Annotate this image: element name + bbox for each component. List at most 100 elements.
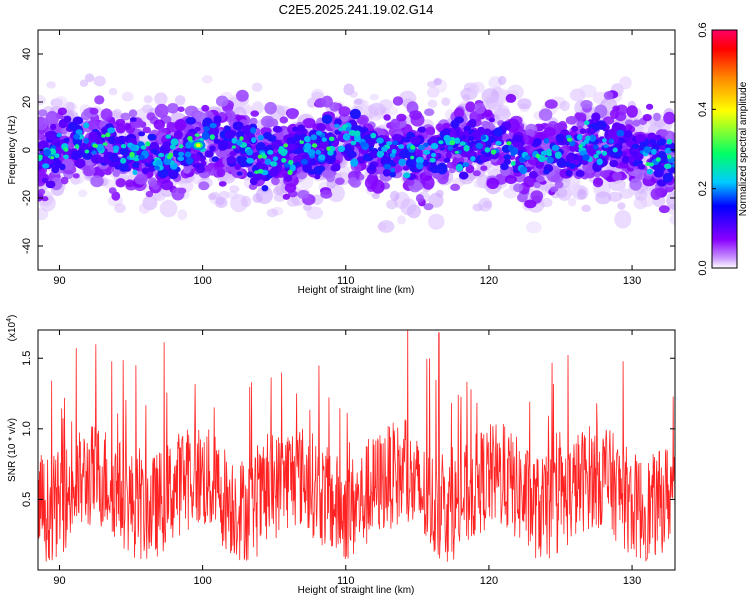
spectral-blob: [664, 147, 672, 154]
spectral-blob: [543, 137, 550, 144]
spectral-blob: [666, 138, 673, 145]
snr-x-tick-label: 130: [623, 575, 641, 587]
spectral-blob: [658, 205, 670, 214]
spectral-blob: [565, 153, 575, 162]
spectral-blob: [392, 133, 402, 142]
spectral-blob: [160, 179, 174, 191]
spectral-blob: [484, 147, 490, 153]
spectral-blob: [257, 135, 264, 141]
spectrogram-y-tick-label: -40: [21, 238, 33, 254]
spectral-blob: [213, 115, 222, 124]
spectral-blob: [402, 165, 410, 171]
spectral-blob: [74, 144, 80, 150]
spectral-blob: [383, 163, 392, 170]
spectral-blob: [311, 143, 318, 148]
spectral-blob: [120, 144, 127, 149]
spectral-blob: [667, 154, 672, 160]
spectral-blob: [475, 142, 484, 150]
spectral-blob: [368, 150, 379, 159]
spectral-blob: [272, 156, 279, 162]
spectral-blob: [56, 132, 62, 138]
spectral-blob: [575, 170, 585, 177]
spectral-blob: [234, 163, 241, 170]
spectral-blob: [334, 177, 345, 185]
spectral-blob: [523, 175, 536, 188]
spectral-blob: [443, 157, 451, 163]
spectral-blob: [655, 157, 661, 162]
spectral-blob: [513, 183, 524, 193]
spectral-blob: [425, 126, 436, 136]
spectral-blob: [293, 148, 303, 155]
spectral-blob: [302, 118, 316, 129]
spectral-blob: [293, 134, 301, 142]
spectral-blob: [660, 129, 669, 137]
spectral-blob: [383, 114, 391, 121]
spectral-blob: [350, 158, 359, 167]
spectral-blob: [409, 136, 421, 145]
spectral-blob: [506, 141, 512, 146]
spectral-blob: [578, 144, 583, 149]
spectral-blob: [317, 165, 326, 172]
spectral-blob: [643, 146, 652, 154]
spectral-blob: [588, 134, 597, 142]
spectrogram-x-tick-label: 120: [480, 275, 498, 287]
spectral-blob: [252, 172, 263, 181]
spectrogram-heatmap: [38, 73, 675, 234]
spectral-blob: [544, 99, 558, 109]
spectral-blob: [185, 141, 193, 149]
spectral-blob: [63, 147, 69, 152]
spectral-blob: [83, 122, 90, 129]
spectral-blob: [218, 139, 229, 151]
spectral-blob: [231, 137, 238, 144]
spectral-blob: [251, 82, 263, 92]
spectral-blob: [286, 197, 300, 207]
spectral-blob: [648, 162, 654, 167]
spectral-blob: [218, 190, 230, 200]
spectral-blob: [646, 103, 654, 110]
spectral-blob: [145, 190, 154, 198]
spectral-blob: [277, 147, 285, 155]
spectral-blob: [165, 134, 172, 139]
spectral-blob: [455, 163, 464, 172]
spectral-blob: [38, 188, 46, 196]
spectral-blob: [118, 162, 129, 172]
spectral-blob: [370, 132, 377, 139]
spectral-blob: [338, 127, 344, 132]
spectral-blob: [286, 108, 299, 120]
spectral-blob: [484, 151, 492, 158]
spectral-blob: [141, 167, 149, 175]
spectral-blob: [297, 189, 310, 199]
spectral-blob: [382, 168, 391, 177]
spectral-blob: [283, 174, 293, 182]
spectral-blob: [269, 167, 279, 177]
spectral-blob: [184, 105, 199, 117]
spectral-blob: [264, 158, 272, 165]
spectral-blob: [424, 108, 435, 116]
spectral-blob: [403, 172, 411, 179]
spectral-blob: [567, 197, 577, 207]
spectral-blob: [396, 113, 407, 122]
spectral-blob: [532, 142, 539, 147]
spectral-blob: [484, 94, 499, 109]
spectral-blob: [465, 164, 475, 174]
spectral-blob: [41, 177, 49, 183]
spectral-blob: [635, 133, 646, 143]
snr-x-tick-label: 110: [337, 575, 355, 587]
spectral-blob: [397, 215, 406, 225]
spectral-blob: [416, 162, 424, 170]
spectral-blob: [147, 166, 156, 172]
spectral-blob: [617, 183, 626, 193]
spectrogram-x-label: Height of straight line (km): [298, 285, 415, 296]
spectral-blob: [450, 183, 461, 191]
spectral-blob: [390, 190, 400, 201]
spectral-blob: [474, 102, 486, 115]
spectral-blob: [159, 199, 178, 218]
spectral-blob: [194, 133, 200, 137]
spectral-blob: [607, 128, 619, 137]
spectral-blob: [261, 185, 269, 192]
spectral-blob: [524, 155, 531, 161]
spectral-blob: [319, 139, 329, 150]
colorbar-tick-label: 0.2: [697, 181, 709, 196]
spectral-blob: [549, 186, 559, 193]
spectral-blob: [146, 112, 156, 121]
